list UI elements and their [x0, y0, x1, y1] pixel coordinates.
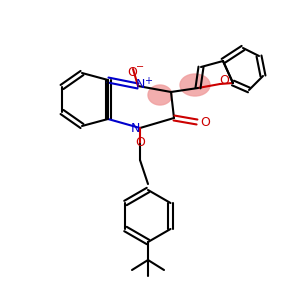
Text: +: +: [144, 76, 152, 86]
Text: −: −: [136, 62, 144, 72]
Ellipse shape: [180, 74, 210, 96]
Text: N: N: [135, 79, 145, 92]
Text: O: O: [200, 116, 210, 128]
Text: O: O: [219, 74, 229, 88]
Text: O: O: [127, 65, 137, 79]
Text: O: O: [135, 136, 145, 148]
Text: N: N: [130, 122, 140, 134]
Ellipse shape: [148, 85, 172, 105]
